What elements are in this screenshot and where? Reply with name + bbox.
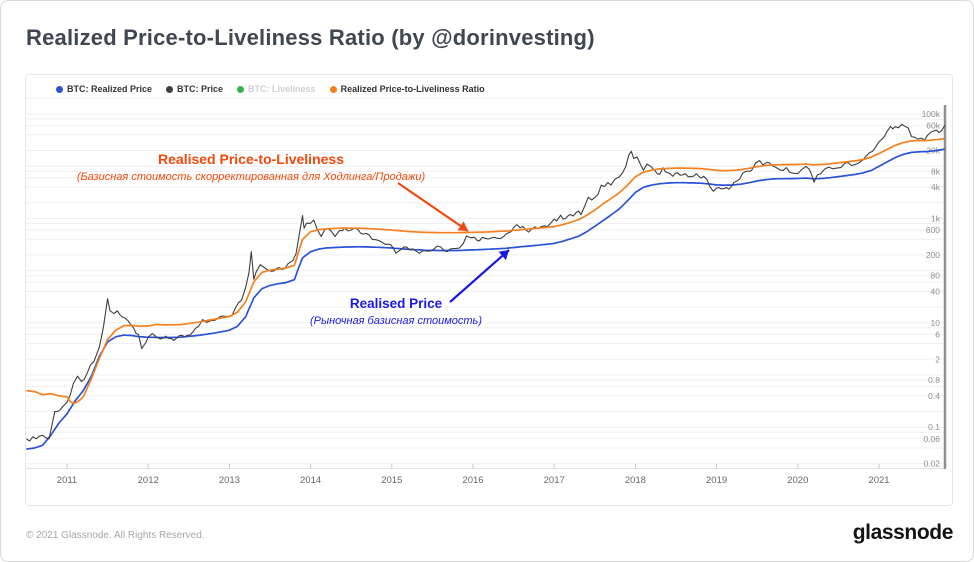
svg-text:40: 40 [931, 286, 941, 296]
svg-text:2011: 2011 [57, 475, 77, 486]
svg-text:10: 10 [931, 318, 941, 328]
legend-item-ratio[interactable]: Realized Price-to-Liveliness Ratio [329, 84, 485, 94]
svg-text:60k: 60k [926, 121, 940, 131]
svg-text:0.1: 0.1 [928, 422, 940, 432]
chart-card: BTC: Realized Price BTC: Price BTC: Live… [25, 74, 953, 506]
svg-text:0.02: 0.02 [923, 459, 940, 469]
svg-text:0.4: 0.4 [928, 391, 940, 401]
legend-item-price[interactable]: BTC: Price [166, 84, 223, 94]
svg-text:2012: 2012 [138, 475, 159, 486]
legend-dot-icon [56, 85, 63, 93]
svg-text:8k: 8k [931, 166, 941, 176]
svg-text:2017: 2017 [544, 475, 565, 486]
page-title: Realized Price-to-Liveliness Ratio (by @… [26, 25, 595, 50]
svg-text:0.8: 0.8 [928, 375, 940, 385]
svg-text:2016: 2016 [462, 475, 483, 486]
legend-dot-icon [237, 85, 245, 93]
legend-item-label: Realized Price-to-Liveliness Ratio [340, 84, 485, 94]
copyright: © 2021 Glassnode. All Rights Reserved. [26, 530, 205, 541]
svg-text:2019: 2019 [706, 475, 727, 486]
legend-dot-icon [329, 85, 337, 93]
svg-text:1k: 1k [931, 213, 941, 223]
svg-text:600: 600 [926, 225, 940, 235]
svg-text:0.06: 0.06 [923, 434, 940, 444]
svg-text:2: 2 [935, 354, 940, 364]
legend-item-label: BTC: Realized Price [67, 84, 153, 94]
svg-text:2015: 2015 [381, 475, 402, 486]
svg-text:2018: 2018 [625, 475, 646, 486]
svg-text:2020: 2020 [787, 475, 808, 486]
legend-item-realized-price[interactable]: BTC: Realized Price [56, 84, 152, 94]
svg-text:2021: 2021 [868, 475, 889, 486]
svg-text:2013: 2013 [219, 475, 240, 486]
svg-text:100k: 100k [922, 109, 941, 119]
svg-text:2014: 2014 [300, 475, 321, 486]
svg-text:4k: 4k [931, 182, 941, 192]
svg-text:80: 80 [931, 271, 941, 281]
legend-item-label: BTC: Liveliness [248, 84, 316, 94]
svg-text:6: 6 [935, 329, 940, 339]
price-chart[interactable]: 2011 2012 2013 2014 2015 2016 2017 2018 2019 2020… [26, 75, 952, 505]
legend-item-label: BTC: Price [177, 84, 224, 94]
glassnode-logo: glassnode [852, 521, 954, 544]
legend-dot-icon [166, 85, 174, 93]
legend-item-liveliness[interactable]: BTC: Liveliness [237, 84, 316, 94]
chart-legend: BTC: Realized Price BTC: Price BTC: Live… [56, 81, 485, 97]
svg-text:200: 200 [926, 250, 940, 260]
